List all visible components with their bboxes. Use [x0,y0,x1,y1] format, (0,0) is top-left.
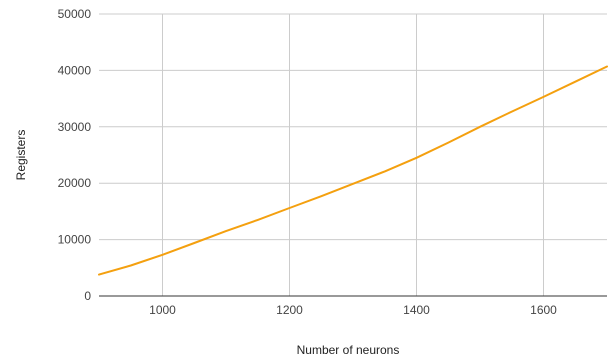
x-tick-label: 1600 [530,303,557,317]
x-axis-title: Number of neurons [297,343,400,357]
x-tick-labels: 1000 1200 1400 1600 [149,303,557,317]
y-tick-label: 20000 [58,176,92,190]
y-tick-label: 10000 [58,233,92,247]
grid-lines [99,13,607,296]
y-tick-label: 30000 [58,120,92,134]
y-tick-label: 40000 [58,63,92,77]
y-tick-label: 50000 [58,7,92,21]
x-tick-label: 1400 [403,303,430,317]
x-tick-label: 1000 [149,303,176,317]
series-lines [98,65,608,276]
y-tick-labels: 0 10000 20000 30000 40000 50000 [58,7,92,303]
series-line [98,65,608,276]
y-tick-label: 0 [84,289,91,303]
y-axis-title: Registers [14,130,28,181]
x-tick-label: 1200 [276,303,303,317]
